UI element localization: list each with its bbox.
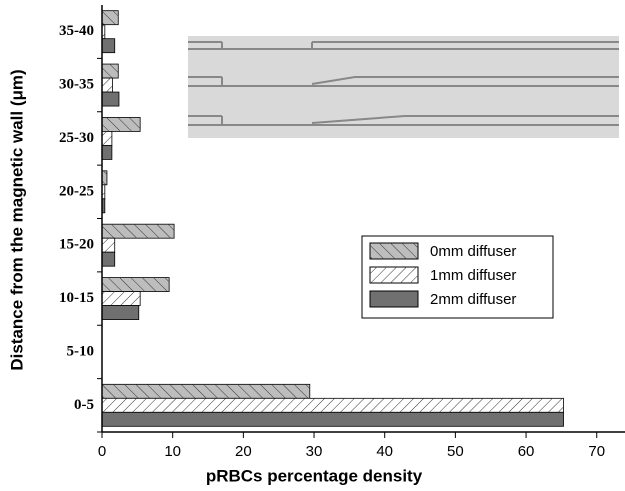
bar-fill	[101, 251, 116, 267]
bar	[101, 397, 564, 413]
bar	[101, 117, 141, 132]
bar	[101, 237, 116, 253]
bar-hatch	[102, 238, 115, 253]
bar	[101, 277, 170, 292]
bar	[101, 131, 113, 146]
bar-fill	[101, 411, 564, 427]
x-tick-label: 40	[376, 443, 393, 460]
bar	[101, 63, 119, 79]
bar-hatch	[102, 10, 119, 25]
bar-hatch	[102, 184, 105, 199]
y-tick-label: 30-35	[59, 77, 94, 93]
legend-swatch	[369, 290, 419, 308]
bar-hatch	[102, 64, 119, 79]
y-tick-label: 15-20	[59, 237, 94, 253]
bar	[101, 383, 311, 399]
x-tick-label: 10	[164, 443, 181, 460]
x-tick-label: 50	[447, 443, 464, 460]
bar-hatch	[102, 78, 113, 93]
bar-hatch	[102, 131, 112, 146]
legend-hatch	[370, 267, 418, 283]
bar	[101, 291, 141, 306]
x-tick-label: 20	[235, 443, 252, 460]
inset-diagram	[188, 36, 619, 138]
bar	[101, 251, 116, 267]
x-tick-label: 60	[518, 443, 535, 460]
bar-fill	[101, 145, 113, 160]
bar	[101, 38, 116, 54]
bar-hatch	[102, 224, 175, 239]
bar-hatch	[102, 170, 107, 185]
bar	[101, 10, 119, 26]
bar	[101, 145, 113, 160]
bar	[101, 91, 120, 107]
y-tick-label: 10-15	[59, 290, 94, 306]
legend: 0mm diffuser 1mm diffuser 2mm diffuser	[361, 235, 554, 319]
y-tick-label: 35-40	[59, 23, 94, 39]
bar-fill	[101, 305, 140, 320]
legend-label: 0mm diffuser	[430, 243, 516, 260]
bar-hatch	[102, 277, 170, 292]
bar-hatch	[102, 291, 141, 306]
bar	[101, 305, 140, 320]
bar	[101, 411, 564, 427]
y-tick-label: 5-10	[67, 343, 95, 359]
bar-hatch	[102, 117, 141, 132]
x-tick-label: 70	[588, 443, 605, 460]
y-tick-label: 0-5	[74, 397, 94, 413]
legend-label: 1mm diffuser	[430, 267, 516, 284]
legend-label: 2mm diffuser	[430, 291, 516, 308]
bar-hatch	[102, 24, 105, 39]
bar-hatch	[102, 398, 564, 413]
bar-hatch	[102, 384, 310, 399]
bar	[101, 77, 114, 93]
x-tick-label: 30	[306, 443, 323, 460]
y-axis-label: Distance from the magnetic wall (μm)	[7, 69, 26, 370]
x-axis-label: pRBCs percentage density	[206, 466, 423, 485]
bar	[101, 223, 175, 239]
bar-fill	[101, 38, 116, 54]
y-tick-label: 20-25	[59, 183, 94, 199]
bar-fill	[101, 91, 120, 107]
y-tick-label: 25-30	[59, 130, 94, 146]
x-tick-label: 0	[98, 443, 106, 460]
legend-hatch	[370, 243, 418, 259]
